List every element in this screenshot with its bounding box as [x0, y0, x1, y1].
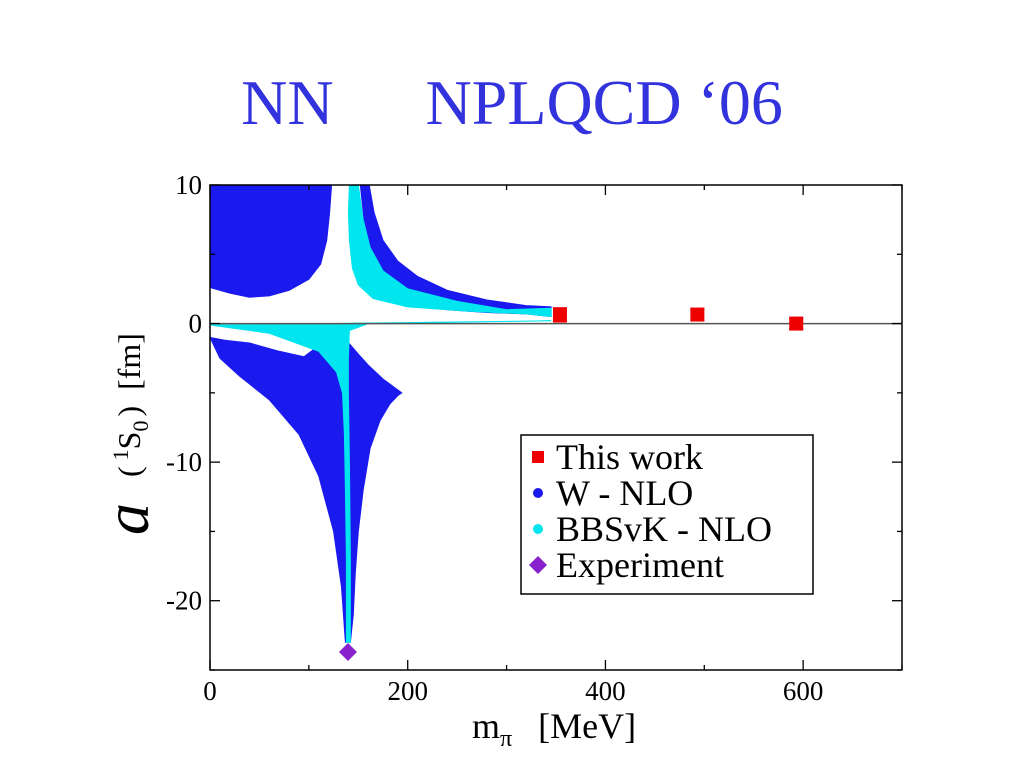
x-tick-label: 200 — [387, 676, 428, 706]
y-axis-open-paren: ( — [111, 466, 147, 477]
points-layer — [338, 307, 804, 661]
band-w-nlo-lower — [209, 336, 403, 643]
band-bbsvk-nlo-upper — [347, 184, 552, 318]
y-tick-label: 0 — [189, 309, 203, 339]
legend-label-this-work: This work — [556, 437, 703, 477]
tick-labels: 0 200 400 600 10 0 -10 -20 — [166, 170, 823, 706]
axes-frame — [209, 184, 903, 671]
axis-labels: mπ [MeV]a(1S0)[fm] — [91, 333, 636, 752]
slide-title-left: NN — [241, 67, 334, 138]
y-tick-label: 10 — [175, 170, 202, 200]
x-axis-unit: [MeV] — [538, 706, 636, 746]
experiment-point — [338, 642, 357, 661]
y-axis-state-letter: S — [111, 432, 147, 450]
x-axis-label: mπ [MeV] — [472, 706, 636, 752]
band-w-nlo-upper-left — [209, 184, 333, 298]
y-axis-subscript: 0 — [128, 421, 153, 432]
legend-marker-w-nlo — [533, 488, 543, 498]
y-tick-label: -20 — [166, 586, 202, 616]
legend-label-w-nlo: W - NLO — [556, 473, 693, 513]
x-tick-label: 0 — [203, 676, 217, 706]
legend-label-experiment: Experiment — [556, 545, 724, 585]
legend-box — [520, 434, 814, 595]
this-work-point — [690, 307, 705, 322]
this-work-point — [552, 307, 567, 322]
this-work-point — [789, 316, 804, 331]
legend-label-bbsvk-nlo: BBSvK - NLO — [556, 509, 772, 549]
legend-marker-bbsvk-nlo — [533, 524, 543, 534]
y-tick-label: -10 — [166, 447, 202, 477]
y-axis-symbol: a — [91, 503, 162, 535]
x-axis-subscript: π — [500, 726, 512, 752]
slide-title: NN NPLQCD ‘06 — [0, 68, 1024, 138]
y-axis-label: a (1S0) [fm] — [91, 333, 162, 535]
x-axis-symbol: m — [472, 706, 500, 746]
legend-marker-this-work — [532, 451, 544, 463]
plot-frame — [209, 184, 903, 671]
slide-title-right: NPLQCD ‘06 — [425, 67, 783, 138]
x-tick-label: 600 — [783, 676, 824, 706]
legend-marker-experiment — [529, 556, 547, 574]
x-tick-label: 400 — [585, 676, 626, 706]
y-axis-superscript: 1 — [108, 449, 133, 460]
band-layer — [209, 184, 552, 643]
y-axis-state: (1S0) [fm] — [108, 333, 153, 477]
y-axis-unit: [fm] — [111, 333, 147, 390]
y-axis-close-paren: ) — [111, 406, 147, 417]
